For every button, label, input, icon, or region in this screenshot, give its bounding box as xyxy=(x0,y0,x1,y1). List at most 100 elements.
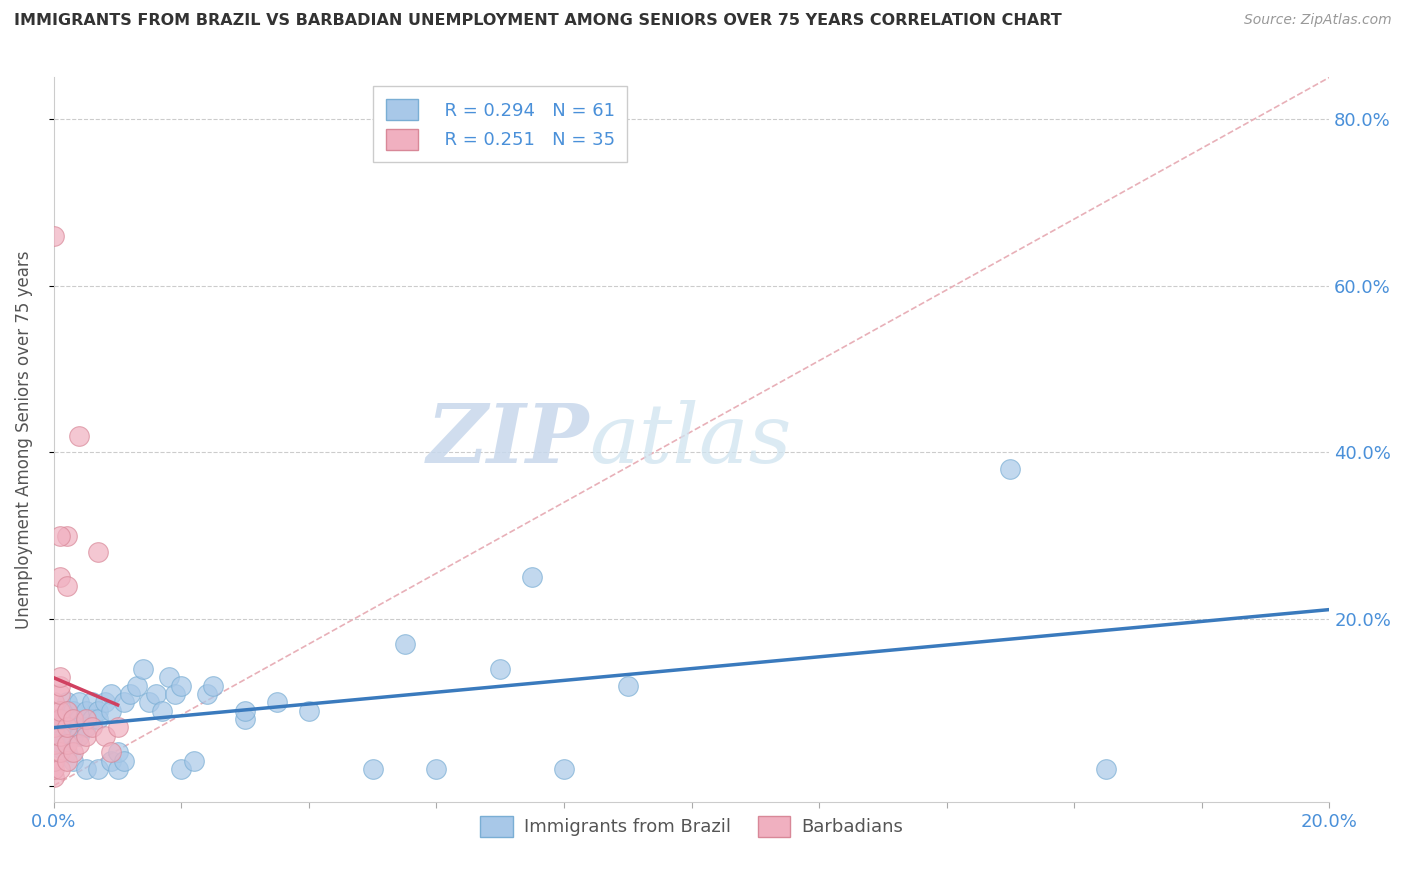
Point xyxy=(42,737,65,751)
Point xyxy=(120,687,142,701)
Point xyxy=(100,704,122,718)
Point xyxy=(82,695,104,709)
Point xyxy=(75,712,97,726)
Point xyxy=(42,712,65,726)
Point xyxy=(55,720,77,734)
Point xyxy=(266,695,288,709)
Point xyxy=(62,712,84,726)
Point xyxy=(75,704,97,718)
Point xyxy=(49,712,72,726)
Point xyxy=(49,762,72,776)
Point xyxy=(107,762,129,776)
Point xyxy=(87,704,110,718)
Point xyxy=(49,732,72,747)
Point xyxy=(100,754,122,768)
Point xyxy=(49,712,72,726)
Point xyxy=(62,720,84,734)
Point xyxy=(49,729,72,743)
Point xyxy=(55,704,77,718)
Point xyxy=(107,720,129,734)
Text: ZIP: ZIP xyxy=(427,400,589,480)
Point xyxy=(42,770,65,784)
Point xyxy=(100,745,122,759)
Point xyxy=(157,670,180,684)
Point xyxy=(170,762,193,776)
Point xyxy=(67,712,90,726)
Point xyxy=(82,720,104,734)
Point xyxy=(112,695,135,709)
Point xyxy=(75,712,97,726)
Point xyxy=(1000,462,1022,476)
Point xyxy=(298,704,321,718)
Point xyxy=(62,729,84,743)
Point xyxy=(1095,762,1118,776)
Point xyxy=(233,704,256,718)
Point xyxy=(49,529,72,543)
Point xyxy=(67,729,90,743)
Point xyxy=(55,695,77,709)
Point xyxy=(49,670,72,684)
Y-axis label: Unemployment Among Seniors over 75 years: Unemployment Among Seniors over 75 years xyxy=(15,251,32,629)
Point xyxy=(202,679,225,693)
Point xyxy=(49,737,72,751)
Point xyxy=(49,570,72,584)
Point xyxy=(62,712,84,726)
Point xyxy=(94,729,117,743)
Point xyxy=(67,737,90,751)
Point xyxy=(62,754,84,768)
Point xyxy=(138,695,160,709)
Point xyxy=(62,745,84,759)
Point xyxy=(150,704,173,718)
Point xyxy=(394,637,416,651)
Point xyxy=(195,687,218,701)
Text: atlas: atlas xyxy=(589,400,792,480)
Text: IMMIGRANTS FROM BRAZIL VS BARBADIAN UNEMPLOYMENT AMONG SENIORS OVER 75 YEARS COR: IMMIGRANTS FROM BRAZIL VS BARBADIAN UNEM… xyxy=(14,13,1062,29)
Point xyxy=(87,762,110,776)
Point xyxy=(112,754,135,768)
Point xyxy=(49,745,72,759)
Point xyxy=(49,741,72,756)
Point xyxy=(233,712,256,726)
Point xyxy=(145,687,167,701)
Point xyxy=(425,762,447,776)
Point xyxy=(163,687,186,701)
Point xyxy=(75,762,97,776)
Point xyxy=(489,662,512,676)
Point xyxy=(67,695,90,709)
Point xyxy=(55,745,77,759)
Point xyxy=(55,720,77,734)
Point xyxy=(55,529,77,543)
Point xyxy=(170,679,193,693)
Point xyxy=(616,679,638,693)
Point xyxy=(67,720,90,734)
Point xyxy=(49,687,72,701)
Point xyxy=(82,712,104,726)
Point xyxy=(67,428,90,442)
Point xyxy=(132,662,155,676)
Point xyxy=(75,720,97,734)
Point xyxy=(94,695,117,709)
Point xyxy=(87,545,110,559)
Point xyxy=(42,762,65,776)
Point xyxy=(553,762,575,776)
Point xyxy=(42,754,65,768)
Point xyxy=(361,762,384,776)
Point xyxy=(87,712,110,726)
Point xyxy=(100,687,122,701)
Point xyxy=(183,754,205,768)
Point xyxy=(49,704,72,718)
Legend: Immigrants from Brazil, Barbadians: Immigrants from Brazil, Barbadians xyxy=(472,809,910,844)
Point xyxy=(42,720,65,734)
Text: Source: ZipAtlas.com: Source: ZipAtlas.com xyxy=(1244,13,1392,28)
Point xyxy=(55,754,77,768)
Point xyxy=(520,570,543,584)
Point xyxy=(62,704,84,718)
Point xyxy=(42,228,65,243)
Point xyxy=(49,679,72,693)
Point xyxy=(55,737,77,751)
Point xyxy=(125,679,148,693)
Point xyxy=(75,729,97,743)
Point xyxy=(42,695,65,709)
Point xyxy=(107,745,129,759)
Point xyxy=(55,579,77,593)
